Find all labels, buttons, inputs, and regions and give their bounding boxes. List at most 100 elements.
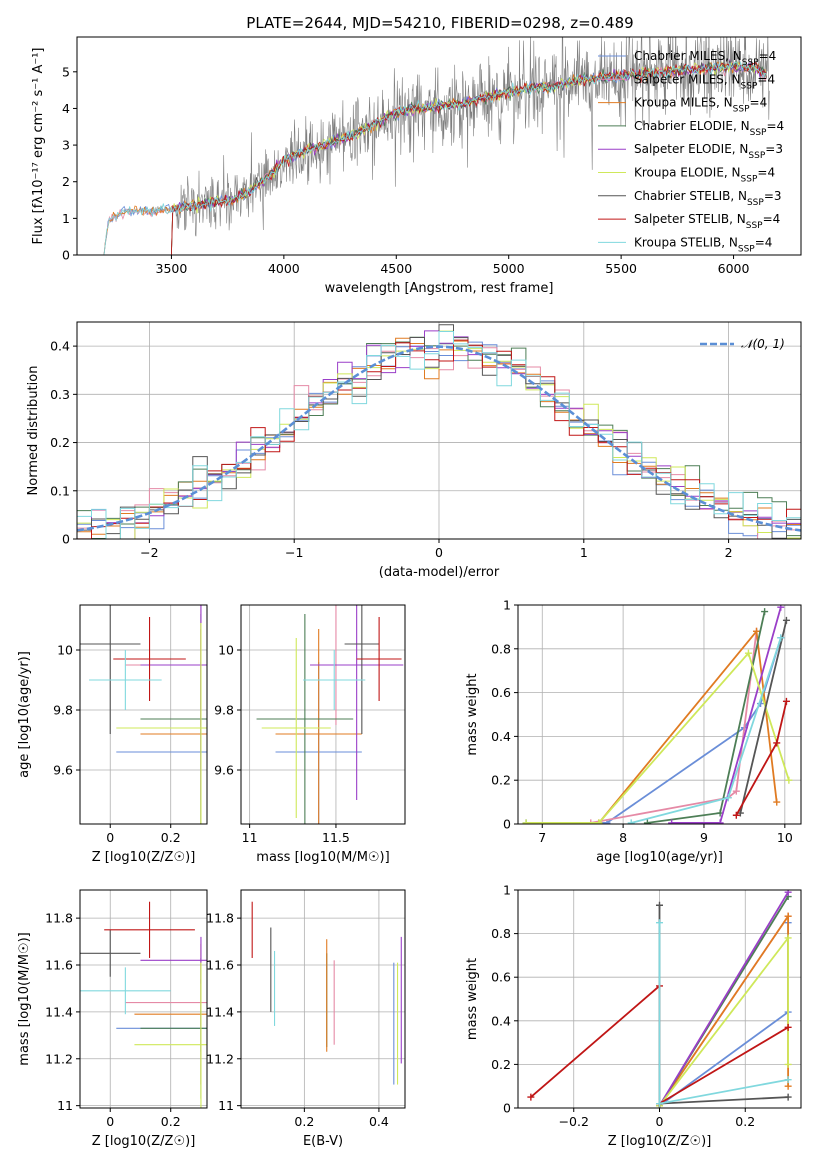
- mass-vs-metallicity-ylabel: mass [log10(M/M☉)]: [17, 932, 32, 1065]
- spectrum-legend-label: Kroupa STELIB, NSSP=4: [634, 235, 772, 254]
- mass-vs-reddening-plot-area: [251, 901, 402, 1085]
- weight-point-marker: [784, 1082, 792, 1090]
- mass-vs-reddening-xtick-label: 0.4: [369, 1114, 389, 1129]
- mass-weight-vs-age-ylabel: mass weight: [465, 673, 480, 755]
- residual-histogram-xtick-label: −1: [285, 545, 303, 560]
- spectrum-legend-count: =4: [763, 212, 781, 226]
- weight-point-marker: [595, 819, 603, 824]
- age-vs-mass-panel: 11 11.5 9.6 9.8 10 mass [log10(M/M☉)]: [214, 604, 406, 865]
- spectrum-xtick-label: 3500: [156, 261, 188, 276]
- mass-weight-vs-age-xtick-label: 10: [777, 830, 793, 845]
- mass-weight-vs-age-panel: 7 8 9 10 0 0.2 0.4 0.6 0.8 1 age [log10(age/yr)] ma…: [465, 598, 802, 865]
- age-vs-mass-xlabel: mass [log10(M/M☉)]: [256, 850, 389, 865]
- age-vs-metallicity-ytick-label: 10: [57, 643, 73, 658]
- mass-vs-reddening-ytick-label: 11.4: [206, 1004, 234, 1019]
- age-vs-metallicity-plot-area: [80, 605, 207, 824]
- spectrum-frame: [76, 36, 802, 256]
- weight-point-marker: [627, 819, 635, 824]
- mass-weight-vs-metallicity-plot-area: [527, 890, 792, 1108]
- spectrum-legend-count: =4: [757, 166, 775, 180]
- weight-point-marker: [522, 819, 530, 824]
- histogram-steps: [77, 339, 801, 539]
- weight-point-marker: [784, 934, 792, 942]
- mass-weight-vs-metallicity-xlabel: Z [log10(Z/Z☉)]: [608, 1134, 712, 1149]
- weight-point-marker: [784, 912, 792, 920]
- weight-point-marker: [773, 739, 781, 747]
- mass-weight-vs-age-ytick-label: 1: [503, 598, 511, 613]
- weight-point-marker: [777, 634, 785, 642]
- spectrum-legend-count: =4: [757, 72, 775, 86]
- mass-vs-metallicity-xlabel: Z [log10(Z/Z☉)]: [92, 1134, 196, 1149]
- spectrum-legend-subscript: SSP: [746, 221, 763, 231]
- spectrum-legend-subscript: SSP: [733, 105, 750, 115]
- weight-series-line: [658, 891, 789, 1107]
- weight-point-marker: [753, 627, 761, 635]
- mass-weight-vs-age-ytick-label: 0.6: [491, 685, 511, 700]
- weight-point-marker: [784, 1060, 792, 1068]
- spectrum-ytick-label: 1: [62, 211, 70, 226]
- mass-vs-metallicity-ytick-label: 11: [57, 1098, 73, 1113]
- spectrum-legend-subscript: SSP: [738, 244, 755, 254]
- weight-point-marker: [744, 649, 752, 657]
- weight-point-marker: [773, 798, 781, 806]
- spectrum-legend-count: =4: [755, 235, 773, 249]
- mass-weight-vs-metallicity-ytick-label: 0.8: [491, 926, 511, 941]
- mass-vs-reddening-ytick-label: 11.2: [206, 1051, 234, 1066]
- mass-vs-metallicity-panel: 0 0.2 11 11.2 11.4 11.6 11.8 Z [log10(Z/Z☉)] mas…: [17, 889, 208, 1149]
- spectrum-ytick-label: 3: [62, 138, 70, 153]
- spectrum-ytick-label: 0: [62, 248, 70, 263]
- weight-point-marker: [777, 605, 785, 611]
- spectrum-legend-count: =3: [765, 142, 783, 156]
- spectrum-ylabel: Flux [fλ10⁻¹⁷ erg cm⁻² s⁻¹ A⁻¹]: [31, 48, 46, 245]
- spectrum-ytick-label: 5: [62, 64, 70, 79]
- weight-point-marker: [784, 1076, 792, 1084]
- weight-point-marker: [732, 811, 740, 819]
- residual-histogram-xtick-label: 0: [435, 545, 443, 560]
- mass-weight-vs-metallicity-ytick-label: 0.2: [491, 1057, 511, 1072]
- mass-weight-vs-age-xlabel: age [log10(age/yr)]: [596, 850, 723, 865]
- age-vs-mass-ytick-label: 10: [218, 643, 234, 658]
- age-vs-mass-plot-area: [256, 605, 404, 824]
- weight-point-marker: [656, 919, 663, 927]
- mass-weight-vs-age-ytick-label: 0.8: [491, 641, 511, 656]
- residual-histogram-xtick-label: 2: [725, 545, 733, 560]
- weight-series-line: [739, 620, 788, 814]
- figure-title: PLATE=2644, MJD=54210, FIBERID=0298, z=0…: [246, 14, 633, 32]
- mass-vs-metallicity-ytick-label: 11.6: [45, 958, 73, 973]
- mass-vs-reddening-panel: 0.2 0.4 11 11.2 11.4 11.6 11.8 E(B-V): [206, 889, 406, 1149]
- spectrum-legend-count: =4: [750, 96, 768, 110]
- spectrum-legend-subscript: SSP: [747, 198, 764, 208]
- mass-vs-reddening-frame: [240, 889, 406, 1109]
- weight-point-marker: [732, 787, 740, 795]
- spectrum-panel: 3500 4000 4500 5000 5500 6000 0 1 2 3 4 5 wavelength…: [31, 36, 802, 296]
- age-vs-metallicity-ytick-label: 9.8: [53, 703, 73, 718]
- spectrum-legend-label: Chabrier STELIB, NSSP=3: [634, 189, 782, 208]
- residual-histogram-xlabel: (data-model)/error: [379, 565, 500, 580]
- weight-series-line: [526, 651, 790, 824]
- mass-weight-vs-age-plot-area: [522, 605, 793, 824]
- residual-histogram-ytick-label: 0.4: [50, 339, 70, 354]
- weight-point-marker: [643, 819, 651, 824]
- weight-point-marker: [784, 1093, 792, 1101]
- mass-vs-metallicity-plot-area: [80, 901, 207, 1108]
- weight-point-marker: [716, 819, 724, 824]
- mass-weight-vs-age-ytick-label: 0.2: [491, 773, 511, 788]
- spectrum-legend-label: Chabrier ELODIE, NSSP=4: [634, 119, 784, 138]
- residual-histogram-ytick-label: 0: [62, 532, 70, 547]
- mass-weight-vs-metallicity-xtick-label: 0.2: [735, 1114, 755, 1129]
- mass-weight-vs-metallicity-ytick-label: 0.4: [491, 1013, 511, 1028]
- mass-weight-vs-age-ytick-label: 0.4: [491, 729, 511, 744]
- weight-point-marker: [782, 697, 790, 705]
- mass-vs-reddening-ytick-label: 11.8: [206, 911, 234, 926]
- residual-histogram-plot-area: [77, 324, 801, 539]
- weight-point-marker: [785, 776, 793, 784]
- spectrum-legend-subscript: SSP: [742, 58, 759, 68]
- weight-series-line: [658, 935, 789, 1107]
- age-vs-mass-ytick-label: 9.6: [214, 763, 234, 778]
- weight-point-marker: [668, 819, 676, 824]
- mass-weight-vs-metallicity-ylabel: mass weight: [465, 958, 480, 1040]
- spectrum-legend-label: Salpeter ELODIE, NSSP=3: [634, 142, 783, 161]
- weight-point-marker: [527, 1093, 535, 1101]
- mass-weight-vs-metallicity-xtick-label: 0: [656, 1114, 664, 1129]
- spectrum-legend-count: =4: [766, 119, 784, 133]
